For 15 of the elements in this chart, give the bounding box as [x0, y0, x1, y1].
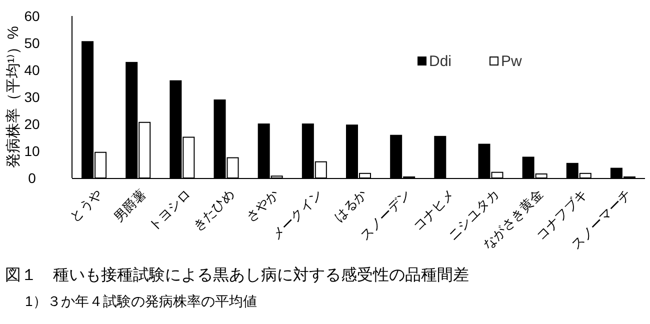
x-tick-label: さやか — [243, 186, 282, 224]
text: 図１ 種いも接種試験による黒あし病に対する感受性の品種間差 — [5, 266, 469, 284]
y-tick-label: 60 — [24, 8, 40, 24]
y-tick-label: 30 — [24, 89, 40, 105]
text: 1）３か年４試験の発病株率の平均値 — [25, 293, 257, 309]
y-tick-label: 10 — [24, 143, 40, 159]
y-tick-label: 0 — [28, 170, 36, 186]
y-tick-label: 50 — [24, 35, 40, 51]
y-tick-label: 40 — [24, 62, 40, 78]
legend-label: Pw — [501, 53, 522, 70]
x-tick-label: とうや — [66, 186, 105, 224]
y-axis-title: 発病株率（平均¹⁾）% — [5, 26, 22, 168]
x-tick-label: はるか — [331, 186, 370, 224]
legend-label: Ddi — [429, 53, 452, 70]
y-tick-label: 20 — [24, 116, 40, 132]
